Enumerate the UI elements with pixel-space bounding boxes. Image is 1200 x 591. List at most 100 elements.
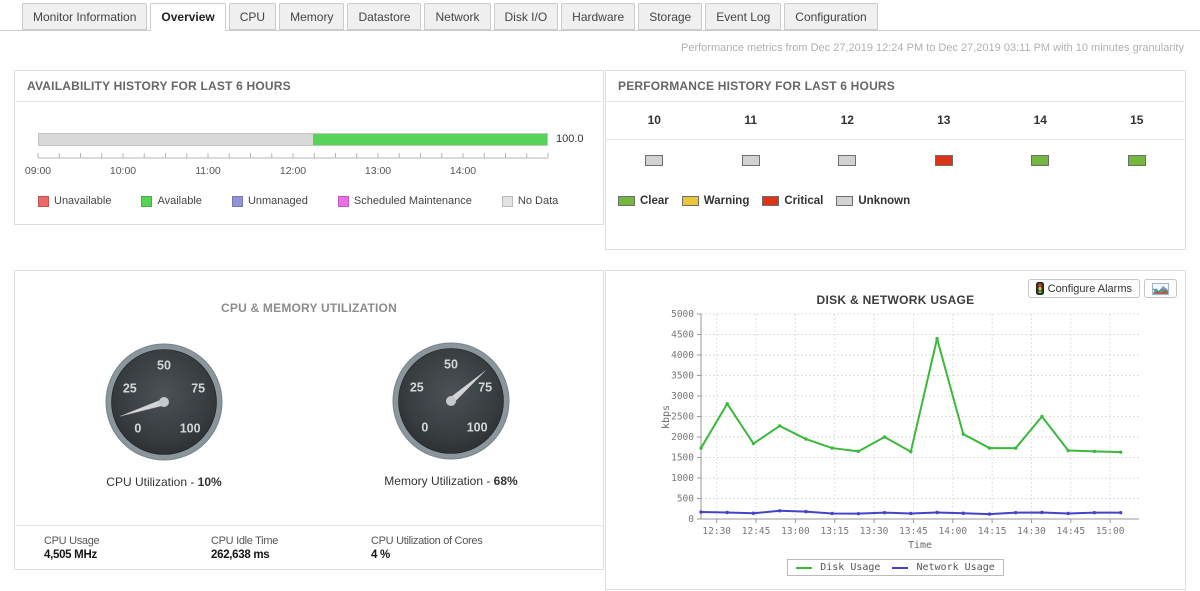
legend-label: Critical: [784, 195, 824, 207]
svg-text:12:00: 12:00: [280, 165, 306, 177]
hour-label-11: 11: [703, 101, 800, 139]
hour-label-15: 15: [1089, 101, 1186, 139]
hour-text: 12: [840, 113, 854, 127]
stat-label: CPU Usage: [44, 535, 100, 547]
legend-item-available: Available: [141, 195, 202, 207]
legend-item-clear: Clear: [618, 195, 669, 207]
legend-item-no-data: No Data: [501, 195, 558, 207]
tab-network[interactable]: Network: [424, 3, 491, 30]
hour-label-12: 12: [799, 101, 896, 139]
svg-text:75: 75: [478, 380, 492, 394]
hour-status-cell-11: [703, 140, 800, 180]
hour-label-10: 10: [606, 101, 703, 139]
cpu-memory-title: CPU & MEMORY UTILIZATION: [221, 301, 397, 315]
performance-title: PERFORMANCE HISTORY FOR LAST 6 HOURS: [606, 71, 1185, 102]
status-box-clear: [1031, 154, 1050, 166]
gauge-memory-utilization: 0 25 50 75 100 Memory Utilization - 68%: [351, 341, 551, 488]
disk-network-chart-legend: Disk Usage Network Usage: [787, 559, 1004, 576]
gauge-label-text: Memory Utilization -: [384, 474, 494, 488]
availability-bar: [38, 133, 548, 146]
tab-memory[interactable]: Memory: [279, 3, 345, 30]
legend-label: Unknown: [858, 195, 911, 207]
tab-event-log[interactable]: Event Log: [705, 3, 782, 30]
gauge-cpu-utilization: 0 25 50 75 100 CPU Utilization - 10%: [64, 342, 264, 489]
tab-cpu[interactable]: CPU: [228, 3, 277, 30]
gauge-value: 68%: [493, 474, 518, 488]
svg-text:12:30: 12:30: [702, 526, 731, 537]
legend-item-critical: Critical: [762, 195, 823, 207]
availability-bar-segment-no-data: [39, 134, 314, 145]
memory-utilization-label: Memory Utilization - 68%: [351, 474, 551, 488]
available-swatch: [141, 195, 153, 207]
stat-value: 4,505 MHz: [44, 549, 97, 561]
svg-text:14:00: 14:00: [938, 526, 967, 537]
svg-text:2500: 2500: [671, 412, 694, 423]
svg-text:5000: 5000: [671, 309, 694, 320]
svg-text:50: 50: [157, 359, 171, 373]
legend-label: Warning: [703, 195, 750, 207]
stat-value: 262,638 ms: [211, 549, 270, 561]
hour-status-cell-14: [992, 140, 1089, 180]
svg-text:1500: 1500: [671, 453, 694, 464]
stat-cpu-idle-time: CPU Idle Time 262,638 ms: [211, 535, 371, 561]
stat-label: CPU Idle Time: [211, 535, 279, 547]
network-usage-line-swatch: [892, 566, 909, 569]
disk-network-chart: 0 500 1000 1500 2000 2500 3000 3500 4000 4500 5000…: [661, 309, 1139, 551]
tab-storage[interactable]: Storage: [638, 3, 703, 30]
configure-alarms-label: Configure Alarms: [1047, 282, 1132, 295]
svg-text:0: 0: [134, 422, 141, 436]
legend-label: Unavailable: [54, 195, 112, 207]
svg-text:13:00: 13:00: [365, 165, 391, 177]
svg-text:75: 75: [191, 381, 205, 395]
hour-status-cell-15: [1089, 140, 1186, 180]
unknown-swatch: [836, 196, 854, 206]
svg-text:10:00: 10:00: [110, 165, 136, 177]
disk-usage-line-swatch: [796, 566, 813, 569]
chart-options-button[interactable]: [1144, 279, 1177, 298]
tab-disk-i-o[interactable]: Disk I/O: [493, 3, 559, 30]
cpu-memory-panel: CPU & MEMORY UTILIZATION 0 25 50 75 100 CPU U…: [14, 270, 604, 570]
hour-text: 11: [744, 113, 758, 127]
svg-text:0: 0: [688, 514, 694, 525]
unmanaged-swatch: [231, 195, 243, 207]
stat-cpu-utilization-of-cores: CPU Utilization of Cores 4 %: [371, 535, 483, 561]
hour-text: 13: [937, 113, 951, 127]
legend-label: Unmanaged: [247, 195, 308, 207]
legend-item-network-usage: Network Usage: [892, 562, 995, 573]
cpu-utilization-gauge-dial: 0 25 50 75 100: [105, 343, 223, 461]
tab-hardware[interactable]: Hardware: [561, 3, 636, 30]
svg-text:15:00: 15:00: [1096, 526, 1125, 537]
traffic-light-icon: [1035, 282, 1044, 295]
availability-title: AVAILABILITY HISTORY FOR LAST 6 HOURS: [15, 71, 603, 102]
legend-label: Network Usage: [916, 562, 995, 573]
svg-text:13:30: 13:30: [860, 526, 889, 537]
tab-datastore[interactable]: Datastore: [347, 3, 422, 30]
availability-panel: AVAILABILITY HISTORY FOR LAST 6 HOURS 10…: [14, 70, 604, 225]
tab-monitor-information[interactable]: Monitor Information: [22, 3, 148, 30]
hour-text: 15: [1130, 113, 1144, 127]
legend-item-disk-usage: Disk Usage: [796, 562, 880, 573]
unavailable-swatch: [38, 195, 49, 207]
svg-text:kbps: kbps: [661, 405, 672, 429]
hour-status-cell-13: [896, 140, 993, 180]
svg-text:14:45: 14:45: [1057, 526, 1086, 537]
performance-hours-row: 10 11 12 13 14 15: [606, 101, 1185, 140]
svg-text:11:00: 11:00: [195, 165, 221, 177]
chart-icon: [1152, 282, 1169, 295]
tab-configuration[interactable]: Configuration: [784, 3, 878, 30]
metrics-period-text: Performance metrics from Dec 27,2019 12:…: [681, 42, 1184, 54]
svg-text:14:30: 14:30: [1017, 526, 1046, 537]
cpu-stats-row: CPU Usage 4,505 MHz CPU Idle Time 262,638 m…: [15, 525, 603, 561]
configure-alarms-button[interactable]: Configure Alarms: [1027, 279, 1140, 298]
cpu-utilization-label: CPU Utilization - 10%: [64, 475, 264, 489]
tab-underline: [0, 30, 1200, 31]
legend-label: Disk Usage: [820, 562, 881, 573]
svg-text:4500: 4500: [671, 330, 694, 341]
hour-text: 14: [1033, 113, 1047, 127]
legend-label: Available: [157, 195, 202, 207]
availability-value: 100.0: [556, 133, 584, 145]
legend-item-warning: Warning: [681, 195, 750, 207]
gauge-label-text: CPU Utilization -: [106, 475, 198, 489]
clear-swatch: [618, 196, 635, 206]
tab-overview[interactable]: Overview: [150, 3, 226, 31]
